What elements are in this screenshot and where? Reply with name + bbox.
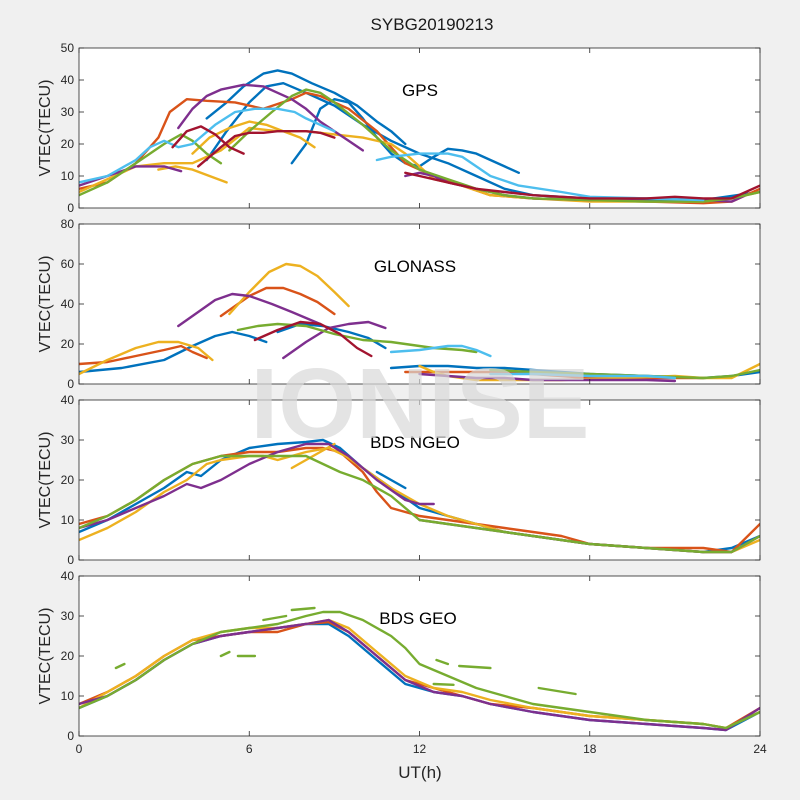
series-group [79,606,760,732]
series-line-12 [418,372,677,383]
series-line-16 [171,125,245,155]
panel-label: GPS [402,81,438,100]
series-group [79,69,760,205]
y-axis-label: VTEC(TECU) [37,432,54,529]
series-line-10 [290,606,316,612]
series-line-13 [236,322,478,354]
panel-3: 0 10 20 30 40 VTEC(TECU) BDS NGEO [37,393,761,567]
y-tick-label: 10 [61,689,75,703]
y-tick-label: 20 [61,337,75,351]
panel-label: BDS GEO [379,609,456,628]
series-line-7 [79,340,214,376]
series-line-1 [79,330,268,374]
series-line-8 [228,262,350,316]
x-tick-label: 24 [753,742,767,756]
watermark: IONISE [251,348,590,460]
plot-area [79,48,760,208]
panel-2: 0 20 40 60 80 VTEC(TECU) GLONASS [37,217,761,391]
series-line-15 [389,344,492,358]
series-line-12 [458,664,492,670]
x-tick-label: 0 [76,742,83,756]
panel-label: BDS NGEO [370,433,460,452]
chart-title: SYBG20190213 [371,15,494,34]
y-tick-label: 20 [61,473,75,487]
y-tick-label: 10 [61,513,75,527]
series-line-12 [228,88,760,203]
y-axis-label: VTEC(TECU) [37,608,54,705]
y-tick-label: 40 [61,569,75,583]
series-line-11 [79,133,223,197]
series-line-7 [219,650,231,658]
series-line-9 [262,614,288,622]
y-tick-label: 40 [61,73,75,87]
plot-area [79,224,760,384]
x-tick-label: 6 [246,742,253,756]
y-tick-label: 50 [61,41,75,55]
y-tick-label: 20 [61,649,75,663]
plot-area [79,576,760,736]
series-line-5 [79,610,760,730]
x-tick-label: 12 [413,742,427,756]
y-tick-label: 30 [61,105,75,119]
series-group [79,262,760,383]
y-tick-label: 30 [61,609,75,623]
y-tick-label: 40 [61,297,75,311]
y-tick-label: 40 [61,393,75,407]
series-line-11 [282,320,387,360]
panel-4: 0 6 12 18 24 0 10 20 30 40 VTEC(TECU) BDS GEO [37,569,767,756]
x-axis-label: UT(h) [398,763,441,782]
series-line-10 [177,292,322,328]
series-line-3 [79,618,760,730]
series-line-11 [435,658,450,666]
y-tick-label: 0 [67,729,74,743]
series-line-6 [79,442,435,530]
series-line-2 [205,69,407,146]
y-tick-label: 60 [61,257,75,271]
series-line-16 [489,372,677,380]
panel-1: 0 10 20 30 40 50 VTEC(TECU) GPS [37,41,761,215]
y-tick-label: 0 [67,377,74,391]
series-line-5 [290,442,336,470]
y-tick-label: 30 [61,433,75,447]
plot-area [79,400,760,560]
y-tick-label: 20 [61,137,75,151]
y-tick-label: 10 [61,169,75,183]
series-line-14 [375,152,705,202]
series-line-13 [79,107,336,184]
panel-label: GLONASS [374,257,456,276]
series-line-8 [79,454,760,554]
series-line-5 [79,344,208,366]
series-line-6 [114,662,126,670]
y-axis-label: VTEC(TECU) [37,256,54,353]
series-group [79,438,760,554]
series-line-2 [375,470,407,490]
x-tick-label: 18 [583,742,597,756]
series-line-13 [537,686,577,696]
y-tick-label: 0 [67,201,74,215]
series-line-15 [196,129,336,168]
series-line-14 [432,682,455,686]
series-line-17 [253,320,373,358]
y-tick-label: 80 [61,217,75,231]
y-axis-label: VTEC(TECU) [37,80,54,177]
y-tick-label: 0 [67,553,74,567]
series-line-17 [404,171,760,200]
